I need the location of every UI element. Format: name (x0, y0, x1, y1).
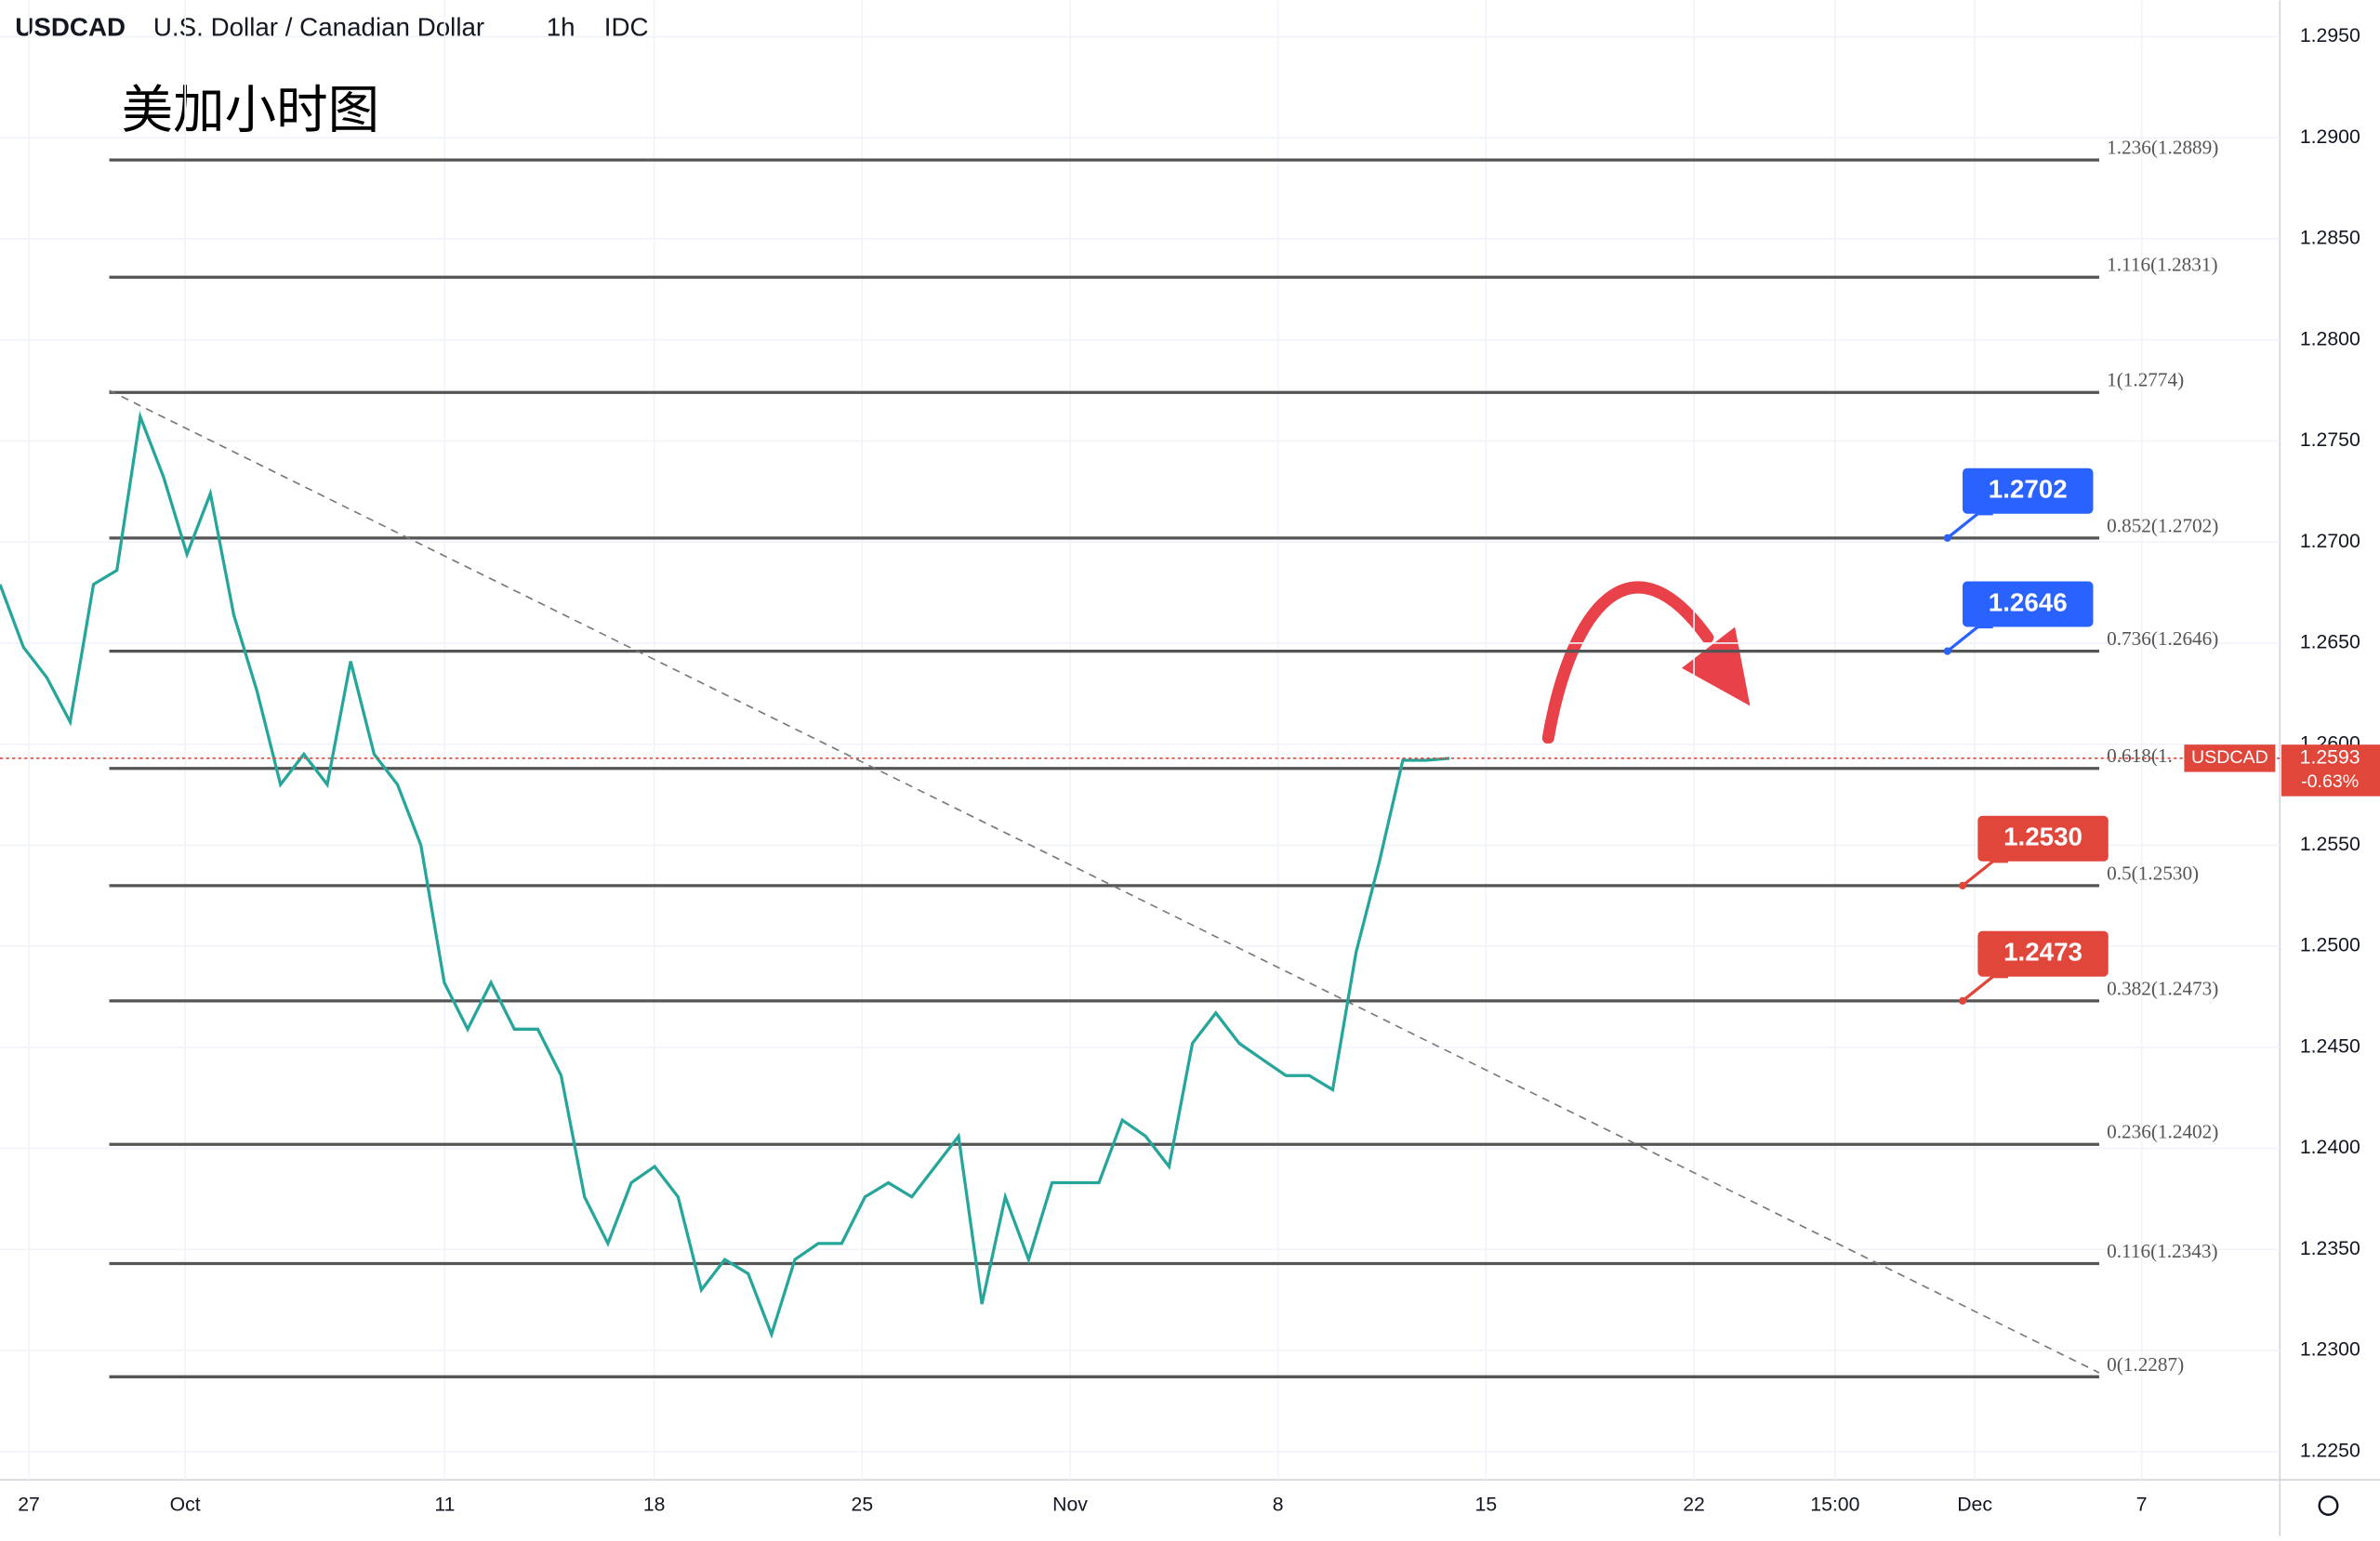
tag-anchor (1958, 996, 1967, 1005)
y-tick-label: 1.2400 (2300, 1137, 2360, 1158)
y-tick-label: 1.2350 (2300, 1238, 2360, 1259)
fib-label: 1.236(1.2889) (2107, 137, 2218, 159)
fib-label: 0.852(1.2702) (2107, 514, 2218, 536)
y-tick-label: 1.2550 (2300, 834, 2360, 855)
chart-title: 美加小时图 (122, 81, 380, 138)
tag-label: 1.2702 (1989, 475, 2068, 504)
y-tick-label: 1.2950 (2300, 25, 2360, 46)
last-price-label: 1.2593 (2300, 746, 2360, 768)
tag-anchor (1958, 881, 1967, 889)
y-tick-label: 1.2900 (2300, 126, 2360, 148)
y-tick-label: 1.2500 (2300, 935, 2360, 956)
y-tick-label: 1.2700 (2300, 531, 2360, 552)
x-tick-label: 11 (434, 1495, 455, 1516)
y-tick-label: 1.2850 (2300, 228, 2360, 249)
tag-pointer (1946, 512, 1993, 540)
fib-label: 0(1.2287) (2107, 1353, 2184, 1376)
x-tick-label: Oct (170, 1495, 201, 1516)
fib-label: 0.5(1.2530) (2107, 862, 2199, 884)
price-tag: 1.2646 (1943, 581, 2094, 655)
fib-label: 0.736(1.2646) (2107, 627, 2218, 650)
arrow-head (1681, 626, 1751, 706)
fib-label: 1(1.2774) (2107, 369, 2184, 391)
fib-label: 0.618(1. (2107, 744, 2173, 767)
x-tick-label: 15 (1475, 1495, 1498, 1516)
last-price-box (2281, 744, 2380, 797)
tag-box (1963, 468, 2094, 514)
price-tag: 1.2702 (1943, 468, 2094, 542)
fib-label: 0.382(1.2473) (2107, 977, 2218, 999)
x-tick-label: Dec (1957, 1495, 1992, 1516)
tag-box (1963, 581, 2094, 627)
tag-label: 1.2473 (2003, 938, 2082, 967)
tag-box (1977, 815, 2109, 862)
x-tick-label: 22 (1683, 1495, 1705, 1516)
x-tick-label: 18 (643, 1495, 666, 1516)
y-tick-label: 1.2650 (2300, 632, 2360, 653)
fib-label: 1.116(1.2831) (2107, 254, 2217, 276)
x-tick-label: 15:00 (1810, 1495, 1859, 1516)
trendline (109, 389, 2100, 1374)
tag-label: 1.2530 (2003, 823, 2082, 851)
y-tick-label: 1.2800 (2300, 328, 2360, 349)
x-tick-label: 25 (852, 1495, 874, 1516)
y-tick-label: 1.2750 (2300, 429, 2360, 451)
fib-label: 0.116(1.2343) (2107, 1240, 2217, 1262)
price-line (0, 411, 1450, 1339)
change-label: -0.63% (2301, 771, 2359, 792)
settings-icon[interactable] (2318, 1495, 2339, 1516)
tag-anchor (1943, 533, 1951, 542)
x-tick-label: 8 (1273, 1495, 1284, 1516)
price-tag: 1.2530 (1958, 815, 2109, 889)
arrow (1541, 581, 1714, 744)
symbol-tag (2184, 744, 2276, 772)
tag-box (1977, 930, 2109, 977)
x-tick-label: 7 (2136, 1495, 2148, 1516)
price-tag: 1.2473 (1958, 930, 2109, 1005)
symbol-tag-label: USDCAD (2191, 747, 2268, 768)
y-tick-label: 1.2450 (2300, 1035, 2360, 1057)
fib-label: 0.236(1.2402) (2107, 1121, 2218, 1143)
y-tick-label: 1.2300 (2300, 1339, 2360, 1361)
x-tick-label: 27 (18, 1495, 40, 1516)
tag-anchor (1943, 647, 1951, 655)
x-tick-label: Nov (1052, 1495, 1088, 1516)
tag-label: 1.2646 (1989, 587, 2068, 616)
y-tick-label: 1.2250 (2300, 1440, 2360, 1461)
